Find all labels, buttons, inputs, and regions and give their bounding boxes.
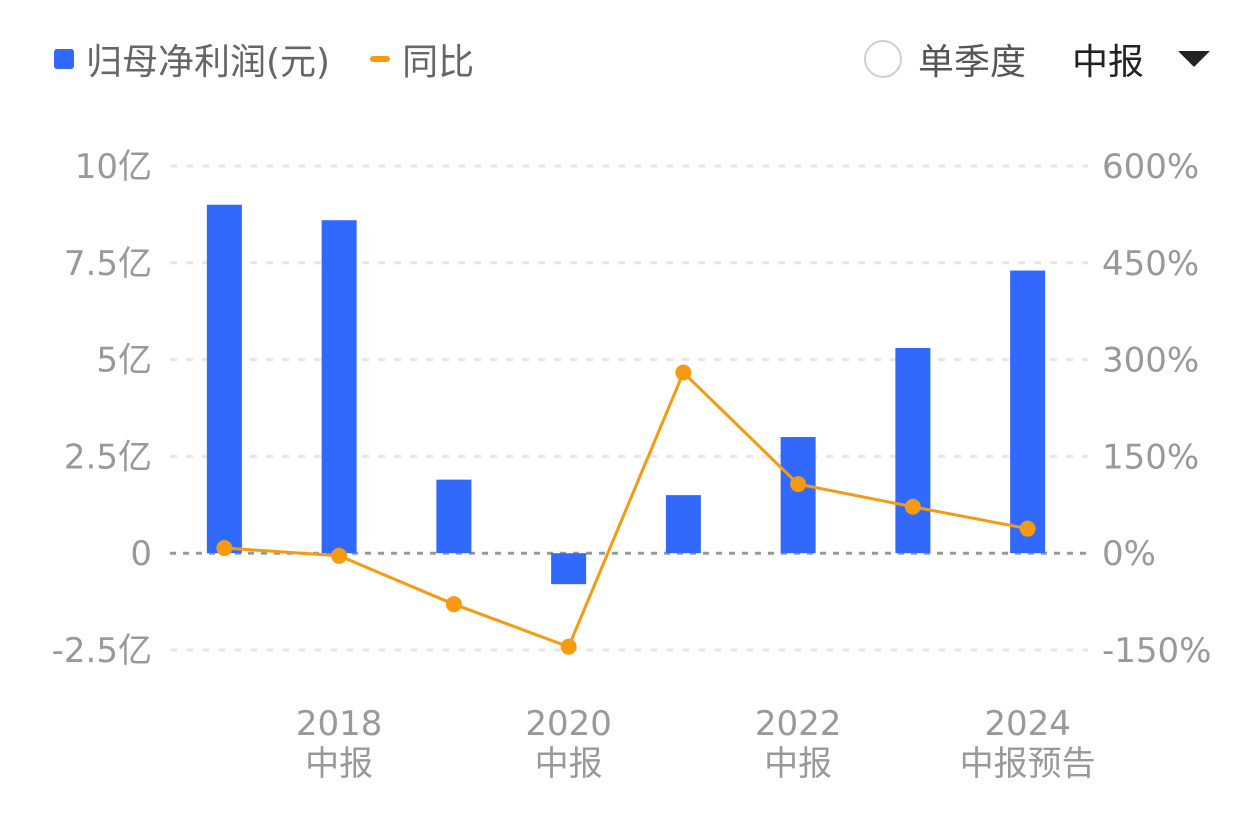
period-dropdown[interactable]: 中报 — [1072, 33, 1210, 85]
legend-item-profit[interactable]: 归母净利润(元) — [54, 33, 330, 85]
right-axis-ticks: -150% 0% 150% 300% 450% 600% — [1102, 147, 1211, 671]
left-tick-label: -2.5亿 — [52, 631, 152, 671]
x-tick-period: 中报 — [764, 744, 832, 784]
yoy-point — [1019, 520, 1036, 537]
right-tick-label: 450% — [1102, 244, 1199, 284]
legend-label-profit: 归母净利润(元) — [86, 42, 331, 83]
yoy-point — [790, 476, 807, 493]
bar-swatch-icon — [54, 49, 74, 69]
bar — [895, 347, 931, 554]
legend-item-yoy[interactable]: 同比 — [370, 33, 474, 85]
line-swatch-icon — [370, 56, 391, 62]
right-tick-label: 300% — [1102, 341, 1199, 381]
yoy-point — [675, 364, 692, 381]
left-tick-label: 10亿 — [75, 147, 152, 187]
bar — [321, 220, 357, 554]
yoy-line — [224, 369, 1028, 649]
left-axis-ticks: -2.5亿 0 2.5亿 5亿 7.5亿 10亿 — [52, 147, 152, 671]
chart-controls: 单季度 中报 — [863, 33, 1210, 85]
bar — [1010, 270, 1046, 554]
single-quarter-radio[interactable] — [863, 40, 902, 78]
period-dropdown-value: 中报 — [1071, 42, 1144, 83]
x-tick-period: 中报 — [535, 744, 603, 784]
bar — [436, 479, 472, 554]
yoy-point — [216, 540, 233, 557]
bar — [206, 204, 242, 554]
x-tick-year: 2024 — [984, 704, 1071, 744]
x-tick-year: 2020 — [525, 704, 612, 744]
legend: 归母净利润(元) 同比 — [54, 34, 514, 84]
left-tick-label: 0 — [130, 534, 152, 574]
left-tick-label: 2.5亿 — [64, 437, 152, 477]
yoy-point — [331, 547, 348, 564]
line-series — [216, 364, 1036, 655]
yoy-point — [445, 596, 462, 613]
right-tick-label: 600% — [1102, 147, 1199, 187]
x-tick-period: 中报预告 — [960, 744, 1096, 784]
bar — [551, 553, 587, 585]
right-tick-label: 150% — [1102, 437, 1199, 477]
bar — [665, 495, 701, 554]
x-tick-year: 2022 — [755, 704, 842, 744]
legend-label-yoy: 同比 — [402, 42, 475, 83]
x-tick-year: 2018 — [296, 704, 383, 744]
single-quarter-label[interactable]: 单季度 — [917, 42, 1026, 83]
left-tick-label: 7.5亿 — [64, 244, 152, 284]
yoy-point — [904, 498, 921, 515]
yoy-point — [560, 638, 577, 655]
right-tick-label: -150% — [1102, 631, 1211, 671]
x-tick-period: 中报 — [305, 744, 373, 784]
caret-down-icon — [1178, 51, 1210, 67]
bar — [780, 437, 816, 554]
grid-lines — [170, 164, 1088, 652]
bar-series — [206, 204, 1046, 585]
right-tick-label: 0% — [1102, 534, 1156, 574]
left-tick-label: 5亿 — [96, 341, 152, 381]
